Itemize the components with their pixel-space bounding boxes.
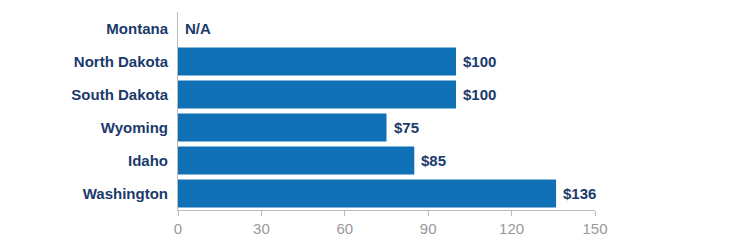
svg-text:Montana: Montana (106, 20, 168, 37)
svg-text:$85: $85 (421, 152, 446, 169)
svg-text:Idaho: Idaho (128, 152, 168, 169)
svg-text:South Dakota: South Dakota (71, 86, 168, 103)
svg-text:30: 30 (253, 220, 270, 237)
svg-text:60: 60 (336, 220, 353, 237)
svg-text:$100: $100 (463, 53, 496, 70)
svg-text:Washington: Washington (83, 185, 168, 202)
svg-text:N/A: N/A (185, 20, 211, 37)
svg-text:90: 90 (420, 220, 437, 237)
svg-text:150: 150 (582, 220, 607, 237)
svg-text:North Dakota: North Dakota (74, 53, 169, 70)
svg-text:0: 0 (174, 220, 182, 237)
svg-text:$100: $100 (463, 86, 496, 103)
svg-text:120: 120 (499, 220, 524, 237)
svg-text:$136: $136 (563, 185, 596, 202)
svg-text:$75: $75 (394, 119, 419, 136)
svg-text:Wyoming: Wyoming (101, 119, 168, 136)
